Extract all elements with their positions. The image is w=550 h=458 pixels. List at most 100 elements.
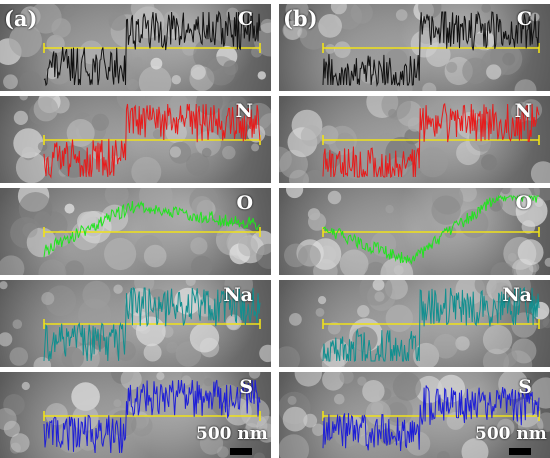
sem-particle bbox=[139, 188, 173, 213]
eds-row-o: O bbox=[279, 188, 550, 275]
sem-particle bbox=[115, 340, 136, 361]
panel-label: (a) bbox=[4, 6, 38, 31]
sem-particle bbox=[334, 41, 351, 58]
sem-particle bbox=[330, 4, 347, 15]
sem-particle bbox=[406, 431, 431, 456]
sem-particle bbox=[462, 57, 489, 84]
sem-particle bbox=[544, 257, 550, 267]
eds-row-na: Na bbox=[0, 280, 271, 367]
sem-particle bbox=[481, 154, 497, 171]
sem-particle bbox=[61, 346, 84, 367]
sem-particle bbox=[327, 190, 342, 205]
sem-particle bbox=[283, 20, 303, 40]
sem-particle bbox=[170, 96, 188, 112]
sem-particle bbox=[15, 151, 48, 183]
sem-particle bbox=[63, 4, 76, 17]
sem-particle bbox=[500, 188, 511, 195]
sem-particle bbox=[431, 195, 461, 225]
sem-particle bbox=[527, 207, 543, 223]
sem-particle bbox=[3, 420, 20, 437]
sem-particle bbox=[185, 280, 196, 287]
sem-particle bbox=[166, 341, 178, 354]
sem-particle bbox=[282, 406, 308, 432]
sem-particle bbox=[289, 313, 302, 326]
signal-o bbox=[322, 194, 539, 265]
sem-particle bbox=[339, 249, 369, 275]
sem-particle bbox=[12, 319, 23, 329]
sem-particle bbox=[238, 236, 258, 257]
sem-particle bbox=[455, 336, 470, 351]
sem-particle bbox=[511, 188, 540, 206]
panel-a: C (a) N O Na S 500 nm bbox=[0, 0, 271, 458]
sem-particle bbox=[318, 14, 342, 38]
sem-particle bbox=[350, 4, 373, 24]
eds-linescan bbox=[43, 379, 261, 454]
sem-particle bbox=[41, 292, 55, 305]
eds-row-n: N bbox=[0, 96, 271, 183]
sem-particle bbox=[22, 222, 38, 238]
sem-particle bbox=[199, 431, 224, 455]
signal-c bbox=[43, 10, 261, 87]
eds-linescan bbox=[43, 103, 261, 179]
sem-particle bbox=[38, 259, 67, 275]
sem-particle bbox=[13, 110, 28, 125]
sem-particle bbox=[530, 161, 550, 183]
sem-particle bbox=[459, 188, 477, 202]
sem-particle bbox=[126, 79, 139, 91]
sem-particle bbox=[385, 304, 413, 332]
sem-particle bbox=[104, 237, 137, 271]
signal-o bbox=[43, 200, 261, 258]
sem-particle bbox=[282, 20, 302, 40]
sem-particle bbox=[191, 255, 213, 275]
sem-particle bbox=[497, 418, 515, 437]
sem-particle bbox=[190, 237, 208, 255]
signal-na bbox=[43, 286, 261, 362]
sem-particle bbox=[34, 211, 52, 229]
element-label: C bbox=[516, 8, 532, 30]
sem-particle bbox=[385, 204, 394, 214]
sem-particle bbox=[486, 64, 502, 80]
sem-particle bbox=[64, 260, 85, 275]
sem-particle bbox=[294, 372, 322, 387]
sem-particle bbox=[511, 312, 537, 338]
sem-particle bbox=[422, 82, 437, 91]
element-label: N bbox=[514, 100, 532, 122]
element-label: S bbox=[518, 376, 532, 398]
scale-bar bbox=[230, 448, 252, 455]
sem-particle bbox=[156, 372, 165, 381]
sem-particle bbox=[45, 403, 68, 426]
sem-particle bbox=[193, 38, 227, 72]
eds-row-c: C (b) bbox=[279, 4, 550, 91]
scale-bar-label: 500 nm bbox=[196, 424, 268, 444]
scale-bar-label: 500 nm bbox=[475, 424, 547, 444]
sem-particle bbox=[45, 285, 77, 317]
signal-n bbox=[43, 103, 261, 179]
sem-particle bbox=[150, 57, 163, 70]
eds-linescan bbox=[322, 286, 540, 362]
sem-particle bbox=[201, 147, 212, 158]
eds-linescan bbox=[43, 200, 261, 258]
sem-particle bbox=[248, 372, 261, 379]
sem-particle bbox=[101, 204, 129, 232]
sem-particle bbox=[436, 451, 450, 458]
sem-particle bbox=[362, 380, 385, 403]
eds-row-na: Na bbox=[279, 280, 550, 367]
sem-particle bbox=[253, 452, 266, 458]
signal-s bbox=[43, 379, 261, 454]
sem-particle bbox=[259, 344, 271, 363]
sem-particle bbox=[385, 136, 418, 169]
sem-particle bbox=[279, 346, 300, 367]
sem-particle bbox=[374, 291, 385, 302]
panel-label: (b) bbox=[283, 6, 318, 31]
sem-particle bbox=[512, 398, 541, 428]
sem-particle bbox=[490, 262, 515, 275]
sem-particle bbox=[256, 243, 271, 269]
sem-particle bbox=[308, 212, 327, 231]
sem-particle bbox=[82, 280, 111, 309]
sem-particle bbox=[322, 372, 345, 391]
sem-particle bbox=[131, 156, 162, 183]
sem-particle bbox=[51, 18, 71, 38]
sem-particle bbox=[392, 372, 422, 401]
sem-particle bbox=[514, 79, 537, 91]
